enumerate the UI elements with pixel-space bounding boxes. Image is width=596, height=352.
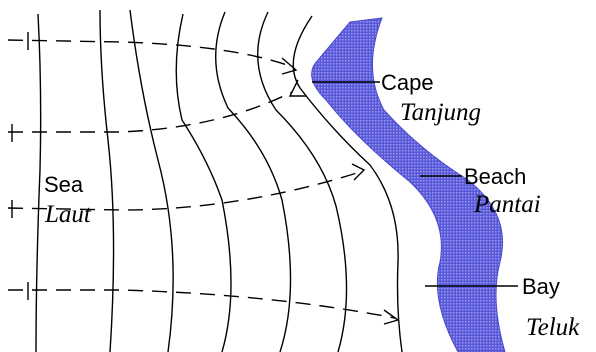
arrowhead [351, 163, 366, 181]
wave-crest [292, 15, 403, 352]
arrowhead [383, 309, 400, 325]
wave-ray [7, 39, 291, 67]
wave-ray [8, 91, 293, 133]
sea-label: Sea [44, 172, 84, 197]
wave-crest [129, 9, 174, 352]
beach-label: Beach [464, 164, 526, 189]
arrowhead [281, 57, 298, 75]
beach-translation-label: Pantai [473, 191, 541, 218]
wave-crest [175, 13, 232, 352]
wave-crest [35, 13, 42, 352]
arrowhead [288, 79, 306, 97]
wave-crest [99, 9, 115, 352]
wave-ray [8, 289, 396, 319]
wave-ray [7, 171, 361, 211]
sea-translation-label: Laut [44, 201, 92, 228]
wave-crest [215, 11, 292, 352]
cape-translation-label: Tanjung [400, 99, 481, 126]
ray-arrows [281, 57, 400, 325]
cape-label: Cape [381, 70, 434, 95]
wave-rays [7, 39, 396, 319]
ray-ticks [11, 32, 29, 300]
bay-translation-label: Teluk [526, 314, 580, 341]
wave-crest [257, 11, 348, 352]
bay-label: Bay [522, 274, 560, 299]
wave-crests [35, 9, 403, 352]
